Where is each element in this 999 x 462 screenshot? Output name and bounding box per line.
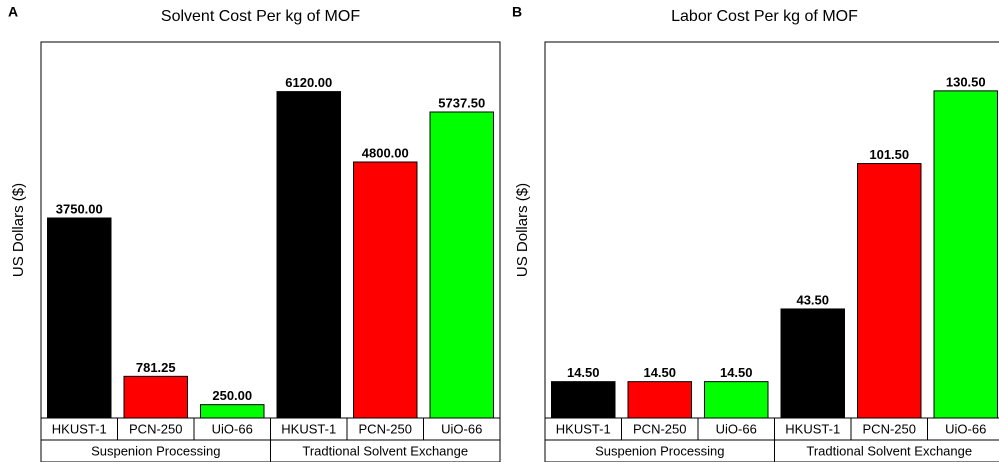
x-tick-label: UiO-66 — [212, 421, 253, 436]
value-label: 101.50 — [869, 147, 909, 162]
value-label: 4800.00 — [362, 145, 409, 160]
x-tick-label: HKUST-1 — [52, 421, 107, 436]
y-axis-label: US Dollars ($) — [514, 183, 531, 277]
bar — [551, 381, 616, 419]
group-label: Suspenion Processing — [595, 443, 724, 458]
x-tick-label: HKUST-1 — [556, 421, 611, 436]
group-label: Tradtional Solvent Exchange — [302, 443, 468, 458]
panel-letter: A — [8, 4, 18, 20]
plot-frame — [40, 41, 501, 462]
x-tick-label: PCN-250 — [129, 421, 182, 436]
bar — [627, 381, 692, 419]
bar — [780, 308, 845, 419]
x-tick-label: UiO-66 — [716, 421, 757, 436]
x-tick-label: PCN-250 — [633, 421, 686, 436]
chart-title: Labor Cost Per kg of MOF — [671, 8, 858, 25]
x-tick-label: HKUST-1 — [281, 421, 336, 436]
bar — [47, 217, 112, 419]
bar — [276, 91, 341, 419]
value-label: 43.50 — [796, 292, 829, 307]
group-label: Tradtional Solvent Exchange — [806, 443, 972, 458]
bar — [353, 161, 418, 419]
bar — [123, 375, 188, 419]
value-label: 14.50 — [567, 365, 600, 380]
bar — [704, 381, 769, 419]
value-label: 130.50 — [946, 74, 986, 89]
x-tick-label: PCN-250 — [863, 421, 916, 436]
chart-title: Solvent Cost Per kg of MOF — [161, 8, 360, 25]
value-label: 6120.00 — [285, 75, 332, 90]
value-label: 781.25 — [136, 360, 176, 375]
value-label: 5737.50 — [438, 95, 485, 110]
value-label: 14.50 — [643, 365, 676, 380]
y-axis-label: US Dollars ($) — [10, 183, 27, 277]
value-label: 14.50 — [720, 365, 753, 380]
bar — [200, 404, 265, 419]
panel-letter: B — [512, 4, 522, 20]
x-tick-label: HKUST-1 — [785, 421, 840, 436]
group-label: Suspenion Processing — [91, 443, 220, 458]
x-tick-label: PCN-250 — [359, 421, 412, 436]
bar — [429, 111, 494, 419]
x-tick-label: UiO-66 — [441, 421, 482, 436]
bar — [933, 90, 998, 419]
bar — [857, 163, 922, 419]
value-label: 3750.00 — [56, 201, 103, 216]
value-label: 250.00 — [212, 388, 252, 403]
plot-frame — [544, 41, 999, 462]
x-tick-label: UiO-66 — [945, 421, 986, 436]
